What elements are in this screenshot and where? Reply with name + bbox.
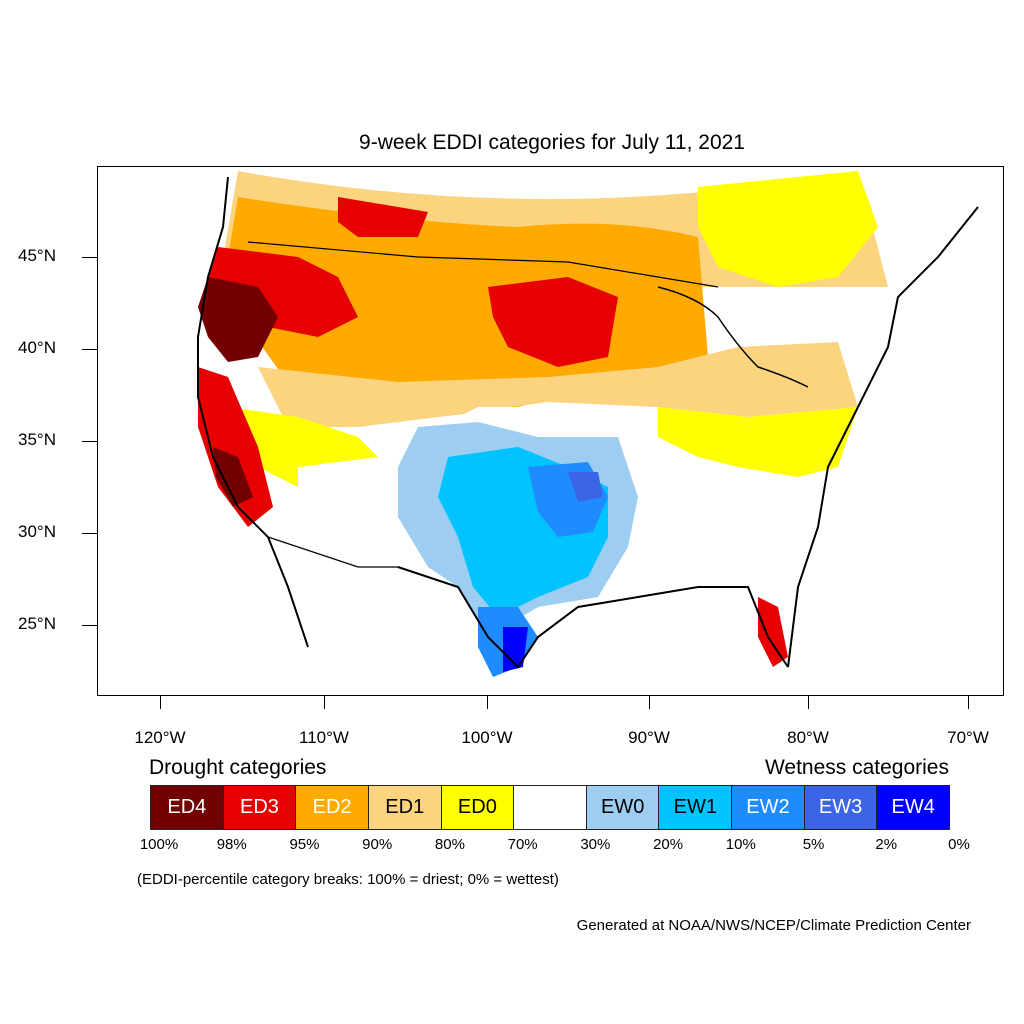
- lon-tick-70: [968, 696, 969, 709]
- lon-label-100: 100°W: [461, 728, 513, 747]
- region-ed4-california: [213, 447, 253, 507]
- lat-tick-30: [82, 533, 97, 534]
- lat-tick-45: [82, 257, 97, 258]
- region-ed3-northplains: [488, 277, 618, 367]
- credit-line: Generated at NOAA/NWS/NCEP/Climate Predi…: [576, 917, 971, 934]
- legend-box-ed4: ED4: [150, 785, 224, 830]
- lon-label-90: 90°W: [628, 728, 670, 747]
- coastline-east: [787, 206, 979, 668]
- legend-percent-label: 5%: [802, 836, 825, 853]
- lon-label-110: 110°W: [299, 728, 349, 747]
- lat-label-45: 45°N: [18, 246, 56, 265]
- legend-percent-label: 30%: [580, 836, 611, 853]
- legend-box-ew1: EW1: [658, 785, 733, 830]
- legend-percent-label: 0%: [948, 836, 970, 853]
- coastline-west: [197, 176, 309, 648]
- legend-box-ew0: EW0: [585, 785, 660, 830]
- map-title: 9-week EDDI categories for July 11, 2021: [359, 131, 745, 154]
- legend-box-ed3: ED3: [222, 785, 297, 830]
- border-mexico: [267, 536, 398, 568]
- region-ew3: [568, 472, 603, 502]
- lat-tick-25: [82, 625, 97, 626]
- legend-percent-label: 2%: [875, 836, 898, 853]
- lon-tick-120: [160, 696, 161, 709]
- lat-label-40: 40°N: [18, 338, 56, 357]
- legend-percent-label: 70%: [507, 836, 538, 853]
- lat-label-35: 35°N: [18, 430, 56, 449]
- legend-box-ew4: EW4: [876, 785, 951, 830]
- legend-percent-label: 98%: [216, 836, 247, 853]
- lat-tick-40: [82, 349, 97, 350]
- eddi-map: [97, 166, 1004, 696]
- lon-tick-110: [324, 696, 325, 709]
- region-ed4-pnw: [198, 277, 278, 362]
- legend-color-bar: ED4 ED3 ED2 ED1 ED0 EW0 EW1 EW2 EW3 EW4: [150, 785, 951, 830]
- category-breaks-note: (EDDI-percentile category breaks: 100% =…: [137, 871, 559, 888]
- lon-tick-100: [487, 696, 488, 709]
- lat-tick-35: [82, 441, 97, 442]
- legend-percent-label: 100%: [139, 836, 179, 853]
- region-ed0-east: [658, 407, 858, 477]
- region-ed3-california: [198, 367, 273, 527]
- region-ed1-mid: [258, 342, 858, 427]
- lon-label-120: 120°W: [134, 728, 186, 747]
- legend-percent-label: 95%: [289, 836, 320, 853]
- region-ed0-northeast: [698, 171, 878, 287]
- region-ed3-northtop: [338, 197, 428, 237]
- legend-percent-label: 90%: [362, 836, 393, 853]
- legend-percent-label: 20%: [653, 836, 684, 853]
- legend-percent-label: 80%: [434, 836, 465, 853]
- region-ed3-florida: [758, 597, 788, 667]
- border-canada: [247, 241, 719, 288]
- lat-label-30: 30°N: [18, 522, 56, 541]
- lon-label-70: 70°W: [947, 728, 989, 747]
- lon-tick-90: [649, 696, 650, 709]
- region-ed2-north: [228, 197, 708, 422]
- lon-tick-80: [808, 696, 809, 709]
- legend-box-ed1: ED1: [367, 785, 442, 830]
- wetness-categories-heading: Wetness categories: [764, 756, 949, 779]
- legend-box-neutral: [513, 785, 587, 830]
- coastline-gulf: [397, 566, 789, 669]
- great-lakes: [657, 286, 809, 388]
- lon-label-80: 80°W: [787, 728, 829, 747]
- legend-percent-label: 10%: [725, 836, 756, 853]
- drought-categories-heading: Drought categories: [149, 756, 327, 779]
- legend-box-ew2: EW2: [731, 785, 805, 830]
- legend-box-ew3: EW3: [803, 785, 878, 830]
- eddi-map-canvas: [197, 171, 979, 677]
- legend-box-ed2: ED2: [295, 785, 369, 830]
- lat-label-25: 25°N: [18, 614, 56, 633]
- legend-box-ed0: ED0: [440, 785, 515, 830]
